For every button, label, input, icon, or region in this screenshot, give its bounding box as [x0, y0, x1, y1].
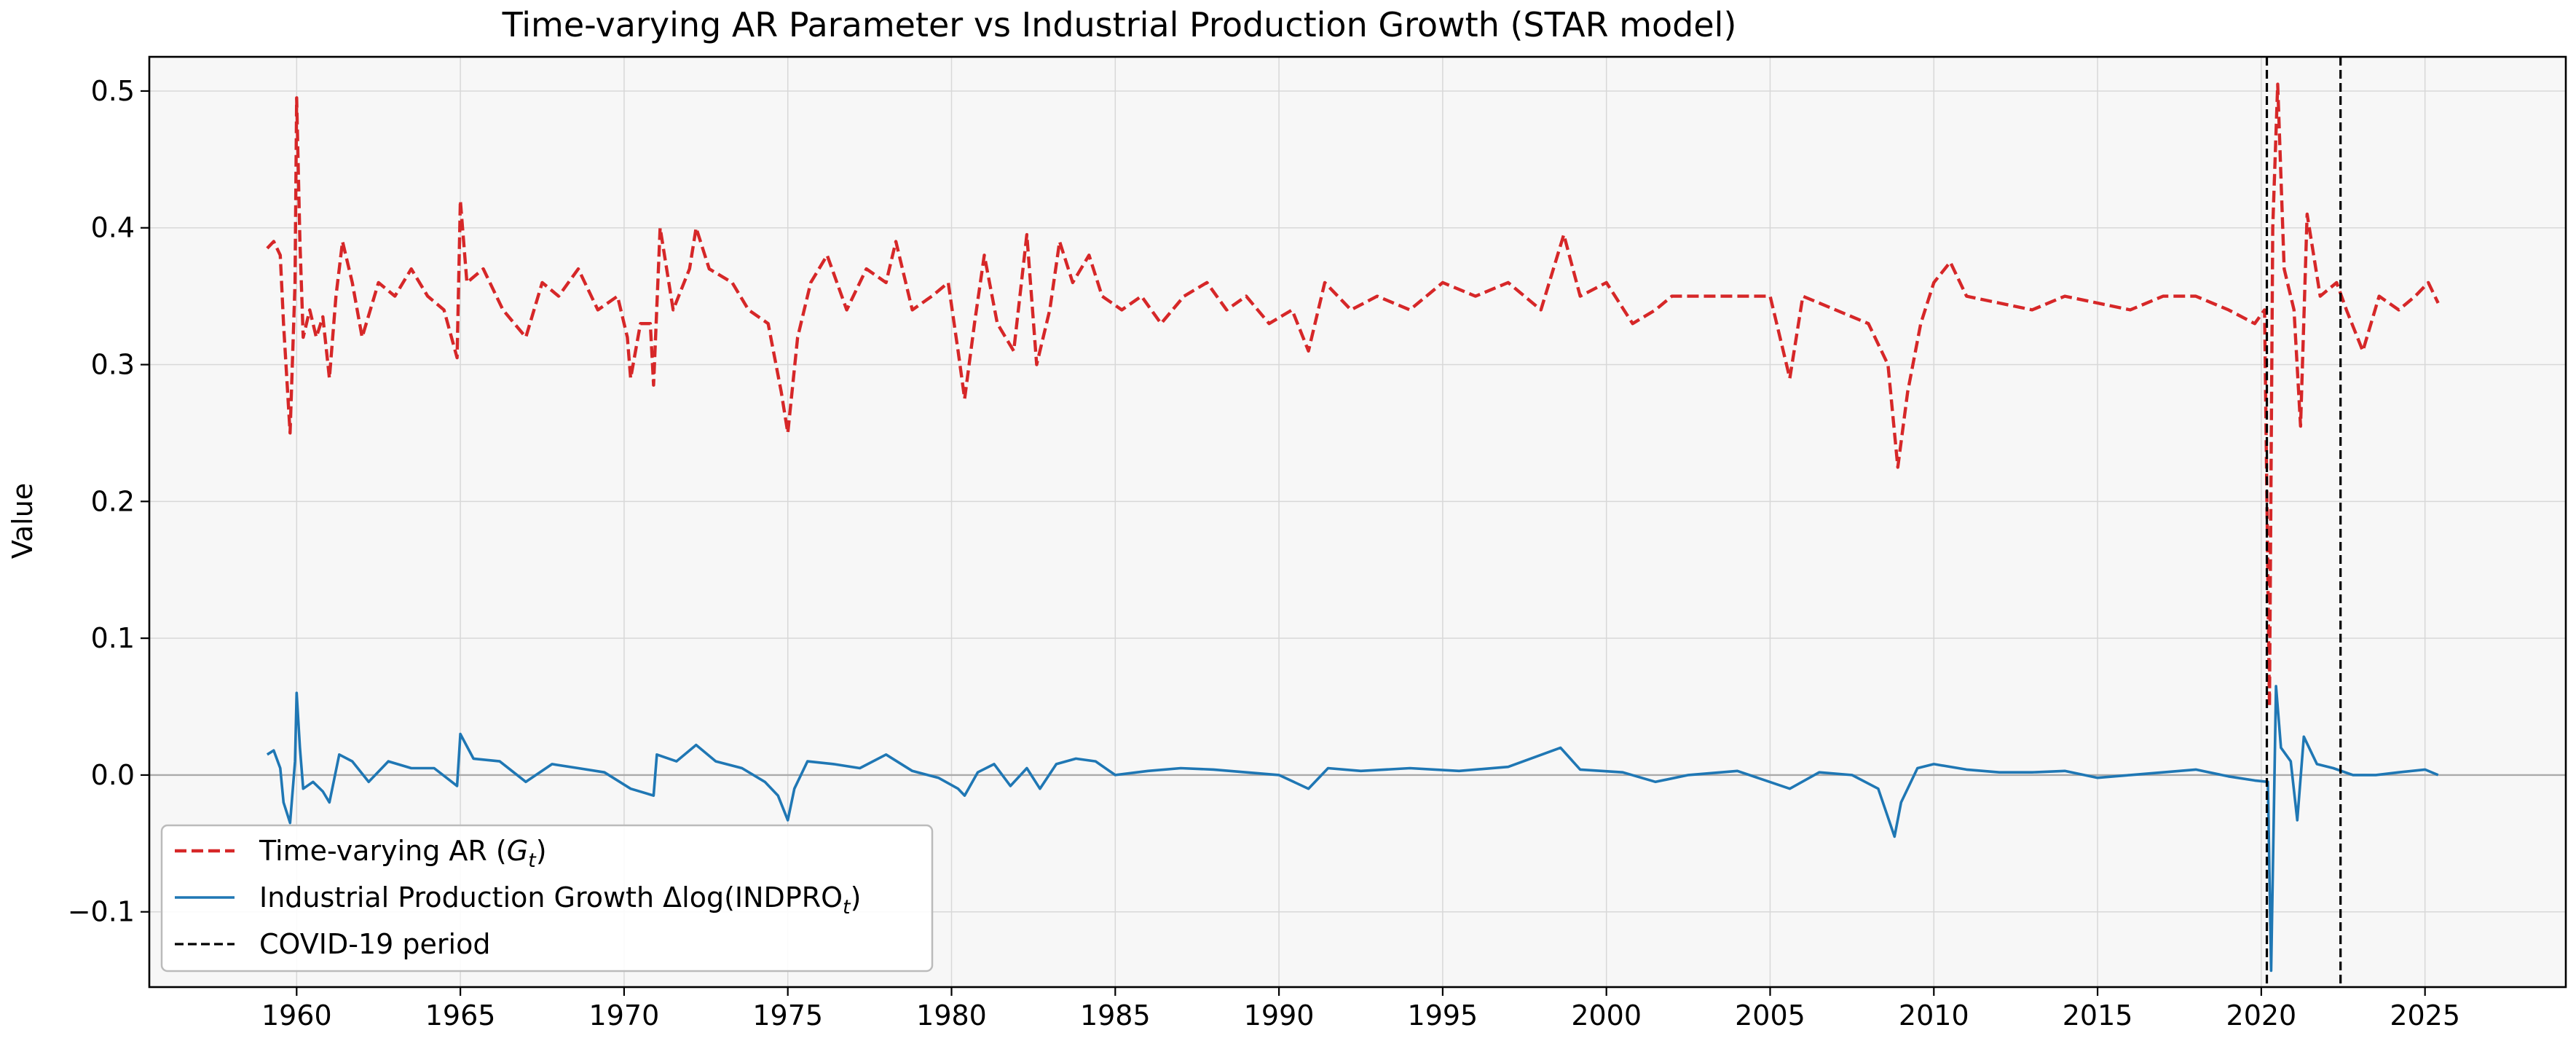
y-tick-label: 0.2 — [91, 485, 135, 517]
x-tick-label: 1970 — [589, 999, 660, 1032]
y-axis-label: Value — [7, 483, 39, 559]
x-tick-label: 2015 — [2063, 999, 2133, 1032]
x-tick-label: 1995 — [1408, 999, 1478, 1032]
legend-label-text: Time-varying AR ( — [259, 835, 507, 867]
x-tick-label: 2000 — [1571, 999, 1642, 1032]
legend-label-subscript: t — [528, 849, 537, 872]
x-axis-ticks: 1960 1965 1970 1975 1980 1985 1990 1995 2000 2005… — [261, 987, 2460, 1032]
y-tick-label: 0.5 — [91, 75, 135, 107]
x-tick-label: 1965 — [425, 999, 496, 1032]
covid-lines — [2265, 57, 2342, 987]
x-tick-label: 2005 — [1735, 999, 1805, 1032]
series-line-ar-parameter — [266, 82, 2440, 709]
x-tick-label: 2010 — [1899, 999, 1969, 1032]
legend-label: COVID-19 period — [259, 928, 490, 960]
x-tick-label: 2020 — [2226, 999, 2297, 1032]
x-tick-label: 2025 — [2390, 999, 2460, 1032]
legend-label-symbol: G — [507, 835, 528, 867]
legend-box — [160, 824, 934, 973]
y-tick-label: 0.0 — [91, 759, 135, 791]
series-line-production-growth — [266, 685, 2439, 973]
x-tick-label: 1990 — [1244, 999, 1315, 1032]
legend: Time-varying AR (Gt)Industrial Productio… — [160, 824, 934, 973]
legend-label-tail: ) — [851, 881, 862, 914]
y-axis-ticks: −0.1 0.0 0.1 0.2 0.3 0.4 0.5 — [68, 75, 149, 928]
legend-label: Industrial Production Growth Δlog(INDPRO… — [259, 881, 861, 919]
x-tick-label: 1985 — [1080, 999, 1151, 1032]
legend-label: Time-varying AR (Gt) — [259, 835, 547, 872]
plot-frame — [148, 55, 2567, 989]
y-tick-label: 0.3 — [91, 349, 135, 381]
x-tick-label: 1980 — [916, 999, 987, 1032]
legend-label-text: Industrial Production Growth Δlog(INDPRO — [259, 881, 843, 914]
x-tick-label: 1960 — [261, 999, 332, 1032]
series-group — [266, 82, 2440, 973]
legend-label-tail: ) — [536, 835, 547, 867]
x-tick-label: 1975 — [752, 999, 823, 1032]
chart-title: Time-varying AR Parameter vs Industrial … — [502, 5, 1737, 44]
y-tick-label: 0.4 — [91, 212, 135, 244]
legend-label-subscript: t — [843, 896, 851, 919]
y-tick-label: 0.1 — [91, 622, 135, 654]
y-tick-label: −0.1 — [68, 896, 135, 928]
